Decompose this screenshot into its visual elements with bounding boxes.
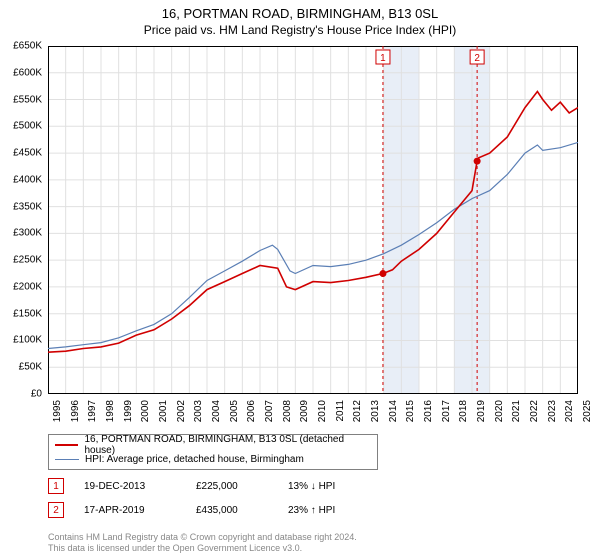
annotation-delta: 13% ↓ HPI — [288, 481, 335, 492]
plot-area: 12 — [48, 46, 578, 394]
annotation-price: £225,000 — [196, 481, 276, 492]
chart-title: 16, PORTMAN ROAD, BIRMINGHAM, B13 0SL — [0, 0, 600, 21]
y-axis-labels: £0£50K£100K£150K£200K£250K£300K£350K£400… — [0, 46, 44, 394]
chart-container: 16, PORTMAN ROAD, BIRMINGHAM, B13 0SL Pr… — [0, 0, 600, 560]
chart-subtitle: Price paid vs. HM Land Registry's House … — [0, 21, 600, 41]
legend-label: HPI: Average price, detached house, Birm… — [85, 454, 304, 465]
annotation-badge: 2 — [48, 502, 64, 518]
footer-line: This data is licensed under the Open Gov… — [48, 543, 357, 554]
svg-text:2: 2 — [474, 53, 480, 64]
annotation-date: 19-DEC-2013 — [84, 481, 184, 492]
legend-swatch — [55, 459, 79, 460]
x-axis-labels: 1995199619971998199920002001200220032004… — [48, 398, 578, 434]
annotation-row: 2 17-APR-2019 £435,000 23% ↑ HPI — [48, 502, 568, 518]
legend-swatch — [55, 444, 78, 446]
footer-attribution: Contains HM Land Registry data © Crown c… — [48, 532, 357, 555]
legend-box: 16, PORTMAN ROAD, BIRMINGHAM, B13 0SL (d… — [48, 434, 378, 470]
annotation-price: £435,000 — [196, 505, 276, 516]
legend-row: 16, PORTMAN ROAD, BIRMINGHAM, B13 0SL (d… — [55, 438, 371, 452]
footer-line: Contains HM Land Registry data © Crown c… — [48, 532, 357, 543]
annotation-date: 17-APR-2019 — [84, 505, 184, 516]
plot-svg: 12 — [48, 46, 578, 394]
svg-text:1: 1 — [380, 53, 386, 64]
annotation-row: 1 19-DEC-2013 £225,000 13% ↓ HPI — [48, 478, 568, 494]
annotation-badge: 1 — [48, 478, 64, 494]
annotation-delta: 23% ↑ HPI — [288, 505, 335, 516]
